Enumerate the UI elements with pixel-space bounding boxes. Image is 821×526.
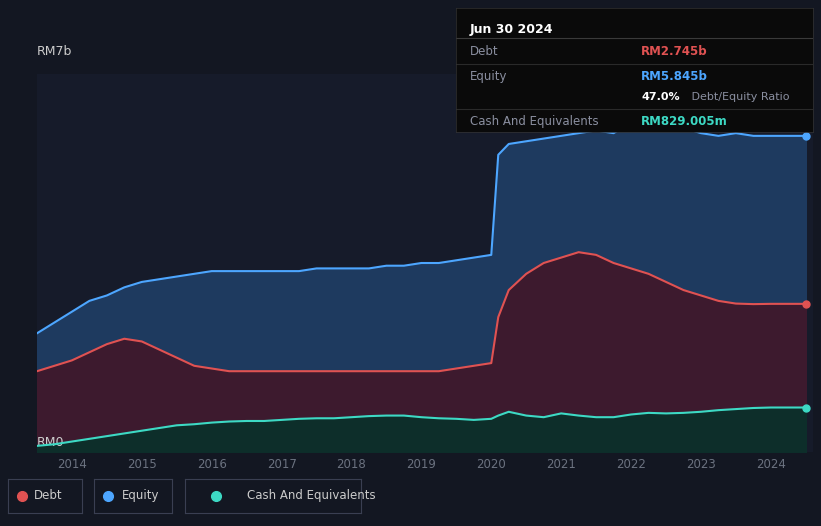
Text: Debt: Debt	[470, 45, 498, 58]
Text: RM7b: RM7b	[37, 45, 72, 58]
Text: Debt/Equity Ratio: Debt/Equity Ratio	[688, 92, 789, 102]
Text: RM2.745b: RM2.745b	[641, 45, 708, 58]
Text: 47.0%: 47.0%	[641, 92, 680, 102]
Text: Equity: Equity	[470, 69, 507, 83]
Text: Jun 30 2024: Jun 30 2024	[470, 23, 553, 36]
Text: Equity: Equity	[122, 489, 159, 502]
Text: Cash And Equivalents: Cash And Equivalents	[470, 115, 599, 128]
Text: RM5.845b: RM5.845b	[641, 69, 709, 83]
Text: Debt: Debt	[34, 489, 62, 502]
Text: RM0: RM0	[37, 436, 64, 449]
Text: RM829.005m: RM829.005m	[641, 115, 728, 128]
Text: Cash And Equivalents: Cash And Equivalents	[246, 489, 375, 502]
